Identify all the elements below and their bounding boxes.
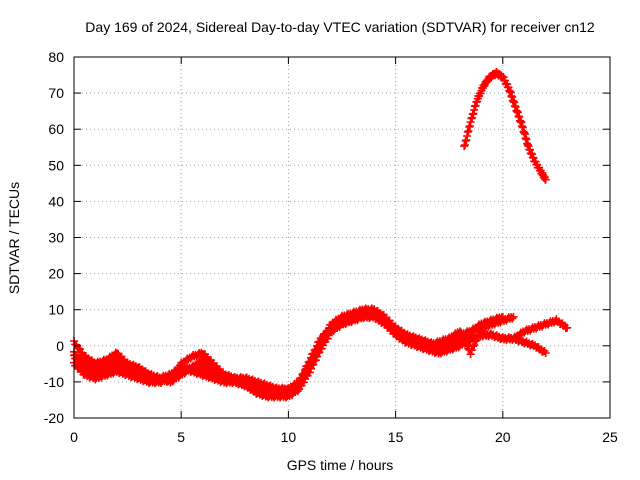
x-tick-label: 0 (70, 429, 78, 445)
y-tick-label: 20 (48, 266, 64, 282)
data-point (305, 368, 314, 377)
series-trace-d (70, 308, 518, 395)
y-tick-label: 70 (48, 85, 64, 101)
y-tick-label: -20 (44, 410, 64, 426)
data-point (307, 353, 315, 362)
data-point (457, 328, 466, 337)
data-point (301, 365, 310, 374)
data-point (508, 314, 517, 323)
data-point (305, 357, 314, 366)
data-point (475, 328, 483, 337)
data-point (563, 323, 572, 332)
grid-lines (74, 57, 610, 418)
data-point (303, 361, 312, 370)
y-tick-label: 50 (48, 157, 64, 173)
data-point (463, 340, 472, 349)
axis-ticks: 0 5 10 15 20 25 -20 -10 0 10 20 30 40 50 60 70 80 (44, 49, 618, 445)
data-point (311, 356, 320, 365)
data-point (541, 349, 550, 357)
y-tick-label: -10 (44, 374, 64, 390)
y-tick-label: 30 (48, 230, 64, 246)
data-point (458, 332, 467, 341)
y-tick-label: 80 (48, 49, 64, 65)
y-tick-label: 0 (56, 338, 64, 354)
x-tick-label: 10 (281, 429, 297, 445)
data-point (297, 373, 306, 382)
y-tick-label: 10 (48, 302, 64, 318)
data-point (311, 345, 320, 354)
data-point (470, 341, 479, 350)
data-point (309, 349, 318, 358)
data-point (471, 337, 480, 346)
y-tick-label: 40 (48, 193, 64, 209)
data-points (70, 68, 572, 402)
data-point (509, 312, 518, 321)
x-tick-label: 25 (602, 429, 618, 445)
x-tick-label: 20 (495, 429, 511, 445)
data-point (455, 327, 464, 336)
data-point (313, 341, 321, 350)
data-point (472, 336, 481, 345)
y-axis-label: SDTVAR / TECUs (6, 182, 22, 294)
data-point (464, 344, 473, 353)
x-tick-label: 15 (388, 429, 404, 445)
x-tick-label: 5 (177, 429, 185, 445)
data-point (473, 332, 482, 341)
data-point (461, 339, 470, 348)
data-point (459, 334, 468, 342)
data-point (467, 346, 476, 355)
series-peak-trace (460, 68, 550, 184)
x-axis-label: GPS time / hours (287, 457, 394, 473)
y-tick-label: 60 (48, 121, 64, 137)
chart-title: Day 169 of 2024, Sidereal Day-to-day VTE… (85, 19, 595, 35)
data-point (541, 175, 550, 184)
data-point (466, 350, 475, 359)
data-point (469, 342, 477, 351)
data-point (299, 369, 308, 378)
data-point (295, 377, 304, 386)
